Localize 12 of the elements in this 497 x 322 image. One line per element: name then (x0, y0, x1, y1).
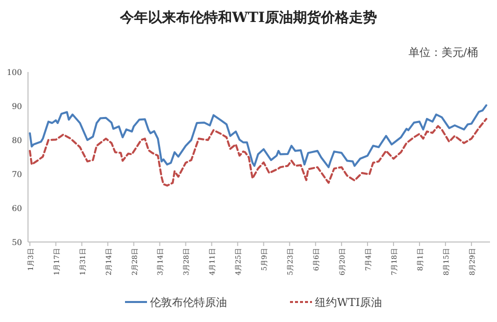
y-tick-label: 90 (12, 102, 22, 111)
y-tick-label: 80 (12, 136, 22, 145)
legend-label: 伦敦布伦特原油 (150, 296, 227, 309)
chart-title: 今年以来布伦特和WTI原油期货价格走势 (119, 10, 377, 26)
y-tick-label: 50 (12, 238, 22, 247)
y-tick-label: 100 (6, 68, 22, 77)
line-series (28, 118, 488, 187)
legend-label: 纽约WTI原油 (315, 296, 382, 309)
text: 单位：美元/桶 (408, 46, 478, 59)
line-series (28, 104, 488, 168)
y-tick-label: 60 (12, 204, 22, 213)
y-tick-label: 70 (12, 170, 22, 179)
